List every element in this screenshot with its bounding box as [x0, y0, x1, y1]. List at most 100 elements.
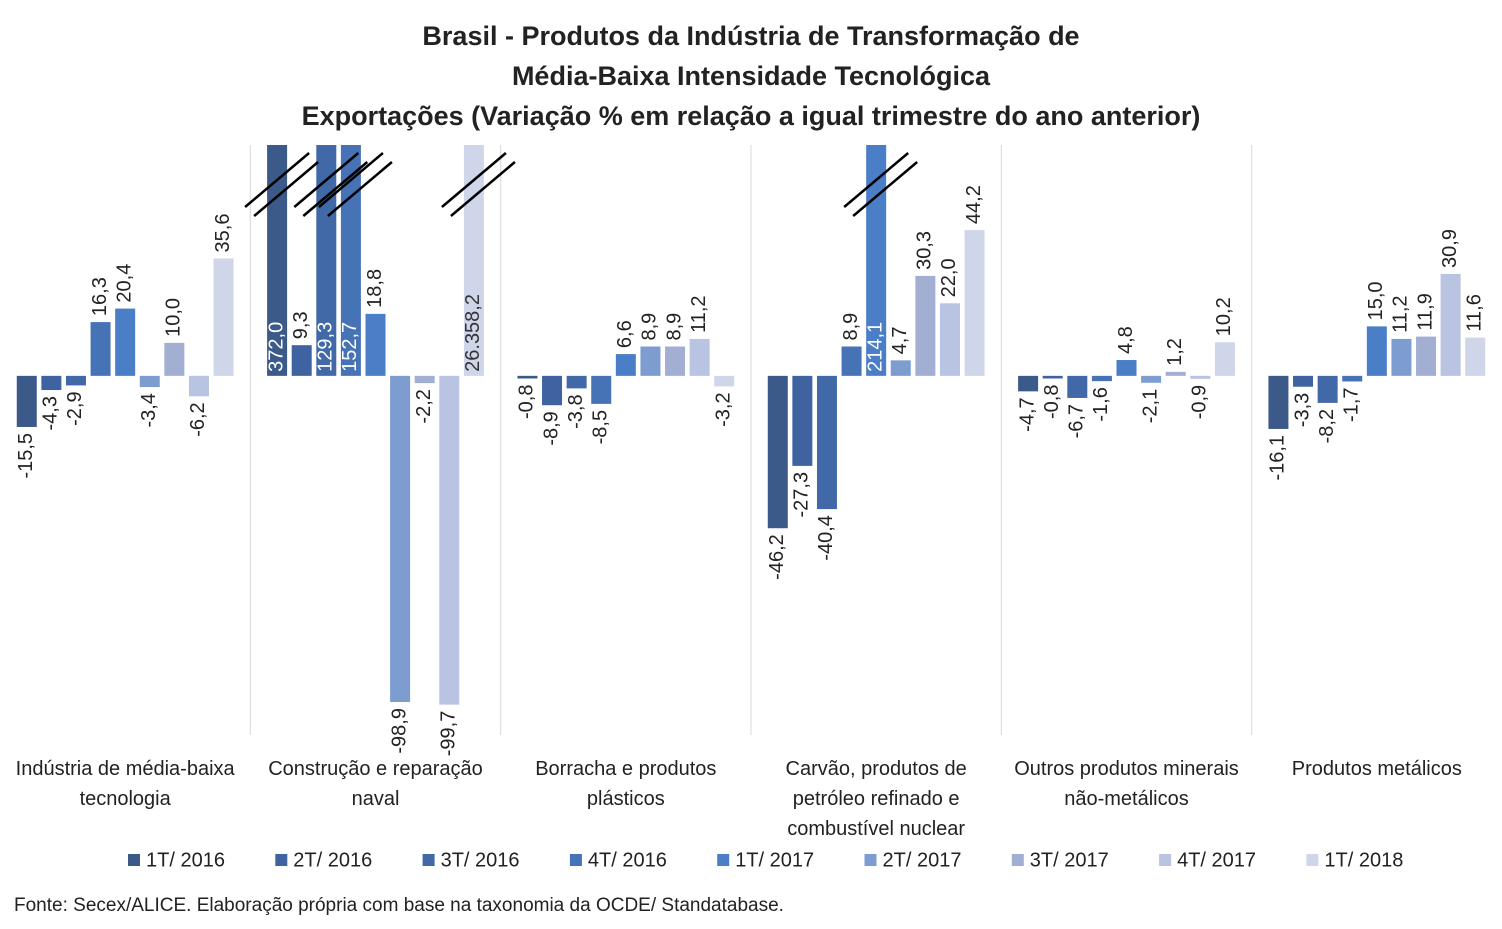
- data-label: 152,7: [339, 322, 361, 372]
- legend-swatch: [1159, 854, 1172, 866]
- bar: [213, 258, 234, 376]
- data-label: -0,9: [1189, 385, 1211, 419]
- x-tick-label: Produtos metálicos: [1291, 758, 1462, 780]
- bar: [1018, 375, 1039, 392]
- data-label: 1,2: [1164, 338, 1186, 366]
- bar: [964, 230, 985, 376]
- axis-break: [244, 152, 310, 208]
- bar: [665, 346, 686, 376]
- legend-swatch: [422, 854, 435, 866]
- data-label: 10,2: [1213, 297, 1235, 336]
- legend-swatch: [128, 854, 140, 866]
- bar: [1342, 375, 1363, 382]
- data-label: -8,5: [590, 410, 612, 444]
- data-label: 35,6: [212, 214, 234, 253]
- bar: [139, 375, 160, 388]
- data-label: 11,2: [1390, 295, 1412, 332]
- legend-label: 2T/ 2017: [883, 849, 962, 871]
- data-label: 44,2: [963, 185, 985, 224]
- data-label: -99,7: [438, 711, 460, 757]
- data-label: -3,4: [138, 393, 160, 427]
- bar: [316, 145, 337, 376]
- data-label: -2,1: [1139, 389, 1161, 423]
- bar: [689, 338, 710, 376]
- data-label: 11,2: [688, 295, 710, 332]
- bar: [267, 145, 288, 376]
- bar: [816, 375, 837, 510]
- bar: [1067, 375, 1088, 398]
- legend-label: 1T/ 2016: [146, 849, 225, 871]
- data-label: -2,2: [413, 389, 435, 423]
- bar: [615, 354, 636, 376]
- data-label: 18,8: [364, 269, 386, 308]
- bar: [866, 145, 887, 376]
- bar: [291, 345, 312, 376]
- bar: [340, 145, 361, 376]
- bar: [517, 375, 538, 379]
- axis-break: [852, 161, 918, 217]
- data-label: 15,0: [1365, 281, 1387, 320]
- bar: [463, 145, 484, 376]
- data-label: -8,9: [540, 411, 562, 445]
- bar: [164, 342, 185, 376]
- plot-area: [16, 145, 1486, 705]
- axis-break: [450, 161, 516, 217]
- data-label: -16,1: [1267, 435, 1289, 481]
- data-label: 22,0: [938, 258, 960, 297]
- data-label: 4,8: [1115, 326, 1137, 354]
- bar: [115, 308, 136, 376]
- bar: [566, 375, 587, 389]
- data-label: 26.358,2: [462, 294, 484, 372]
- legend-label: 3T/ 2016: [441, 849, 520, 871]
- bar: [841, 346, 862, 376]
- legend-label: 4T/ 2017: [1177, 849, 1256, 871]
- chart-title: Exportações (Variação % em relação a igu…: [302, 101, 1201, 131]
- bar: [1440, 273, 1461, 376]
- bar: [1116, 360, 1137, 376]
- bar: [1366, 326, 1387, 376]
- chart-title: Brasil - Produtos da Indústria de Transf…: [422, 21, 1079, 51]
- axis-break: [302, 161, 369, 217]
- axis-break: [441, 152, 507, 208]
- legend-swatch: [717, 854, 730, 866]
- bar: [1091, 375, 1112, 382]
- x-tick-label: Outros produtos minerais não-metálicos: [1014, 758, 1239, 810]
- data-label: 9,3: [290, 311, 312, 339]
- data-label: -98,9: [388, 708, 410, 754]
- data-label: 6,6: [614, 320, 636, 348]
- data-label: -2,9: [64, 391, 86, 425]
- bar: [1293, 375, 1314, 387]
- data-label: 8,9: [840, 313, 862, 341]
- legend-swatch: [864, 854, 877, 866]
- bar: [767, 375, 788, 529]
- data-label: -27,3: [791, 472, 813, 518]
- data-label: -46,2: [766, 534, 788, 580]
- data-label: -15,5: [15, 433, 37, 479]
- legend-swatch: [1306, 854, 1319, 866]
- legend-label: 1T/ 2018: [1324, 849, 1403, 871]
- bar: [1165, 371, 1186, 376]
- data-label: 8,9: [639, 313, 661, 341]
- legend-swatch: [275, 854, 288, 866]
- bar: [65, 375, 86, 386]
- axis-break: [253, 161, 319, 217]
- x-tick-label: Carvão, produtos de petróleo refinado e …: [785, 758, 967, 840]
- bar: [188, 375, 209, 397]
- bar: [542, 375, 563, 406]
- bar: [1214, 342, 1235, 376]
- data-label: 10,0: [163, 298, 185, 337]
- bar: [939, 303, 960, 376]
- legend-label: 2T/ 2016: [293, 849, 372, 871]
- data-label: -8,2: [1316, 409, 1338, 443]
- data-label: 16,3: [89, 277, 111, 316]
- x-tick-label: Construção e reparação naval: [268, 758, 483, 810]
- bar: [16, 375, 37, 427]
- bar: [90, 322, 111, 376]
- data-label: -1,6: [1090, 387, 1112, 421]
- bar: [1141, 375, 1162, 383]
- axis-break: [293, 152, 360, 208]
- x-tick-label: Borracha e produtos plásticos: [535, 758, 717, 810]
- legend-label: 4T/ 2016: [588, 849, 667, 871]
- data-label: 30,9: [1439, 229, 1461, 268]
